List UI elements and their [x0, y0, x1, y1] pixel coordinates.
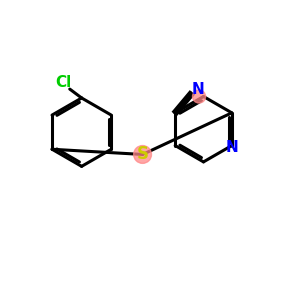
Text: S: S: [136, 146, 148, 164]
Text: Cl: Cl: [56, 75, 72, 90]
Text: N: N: [192, 82, 204, 97]
Circle shape: [134, 146, 152, 164]
Text: N: N: [225, 140, 238, 154]
Circle shape: [193, 90, 206, 103]
